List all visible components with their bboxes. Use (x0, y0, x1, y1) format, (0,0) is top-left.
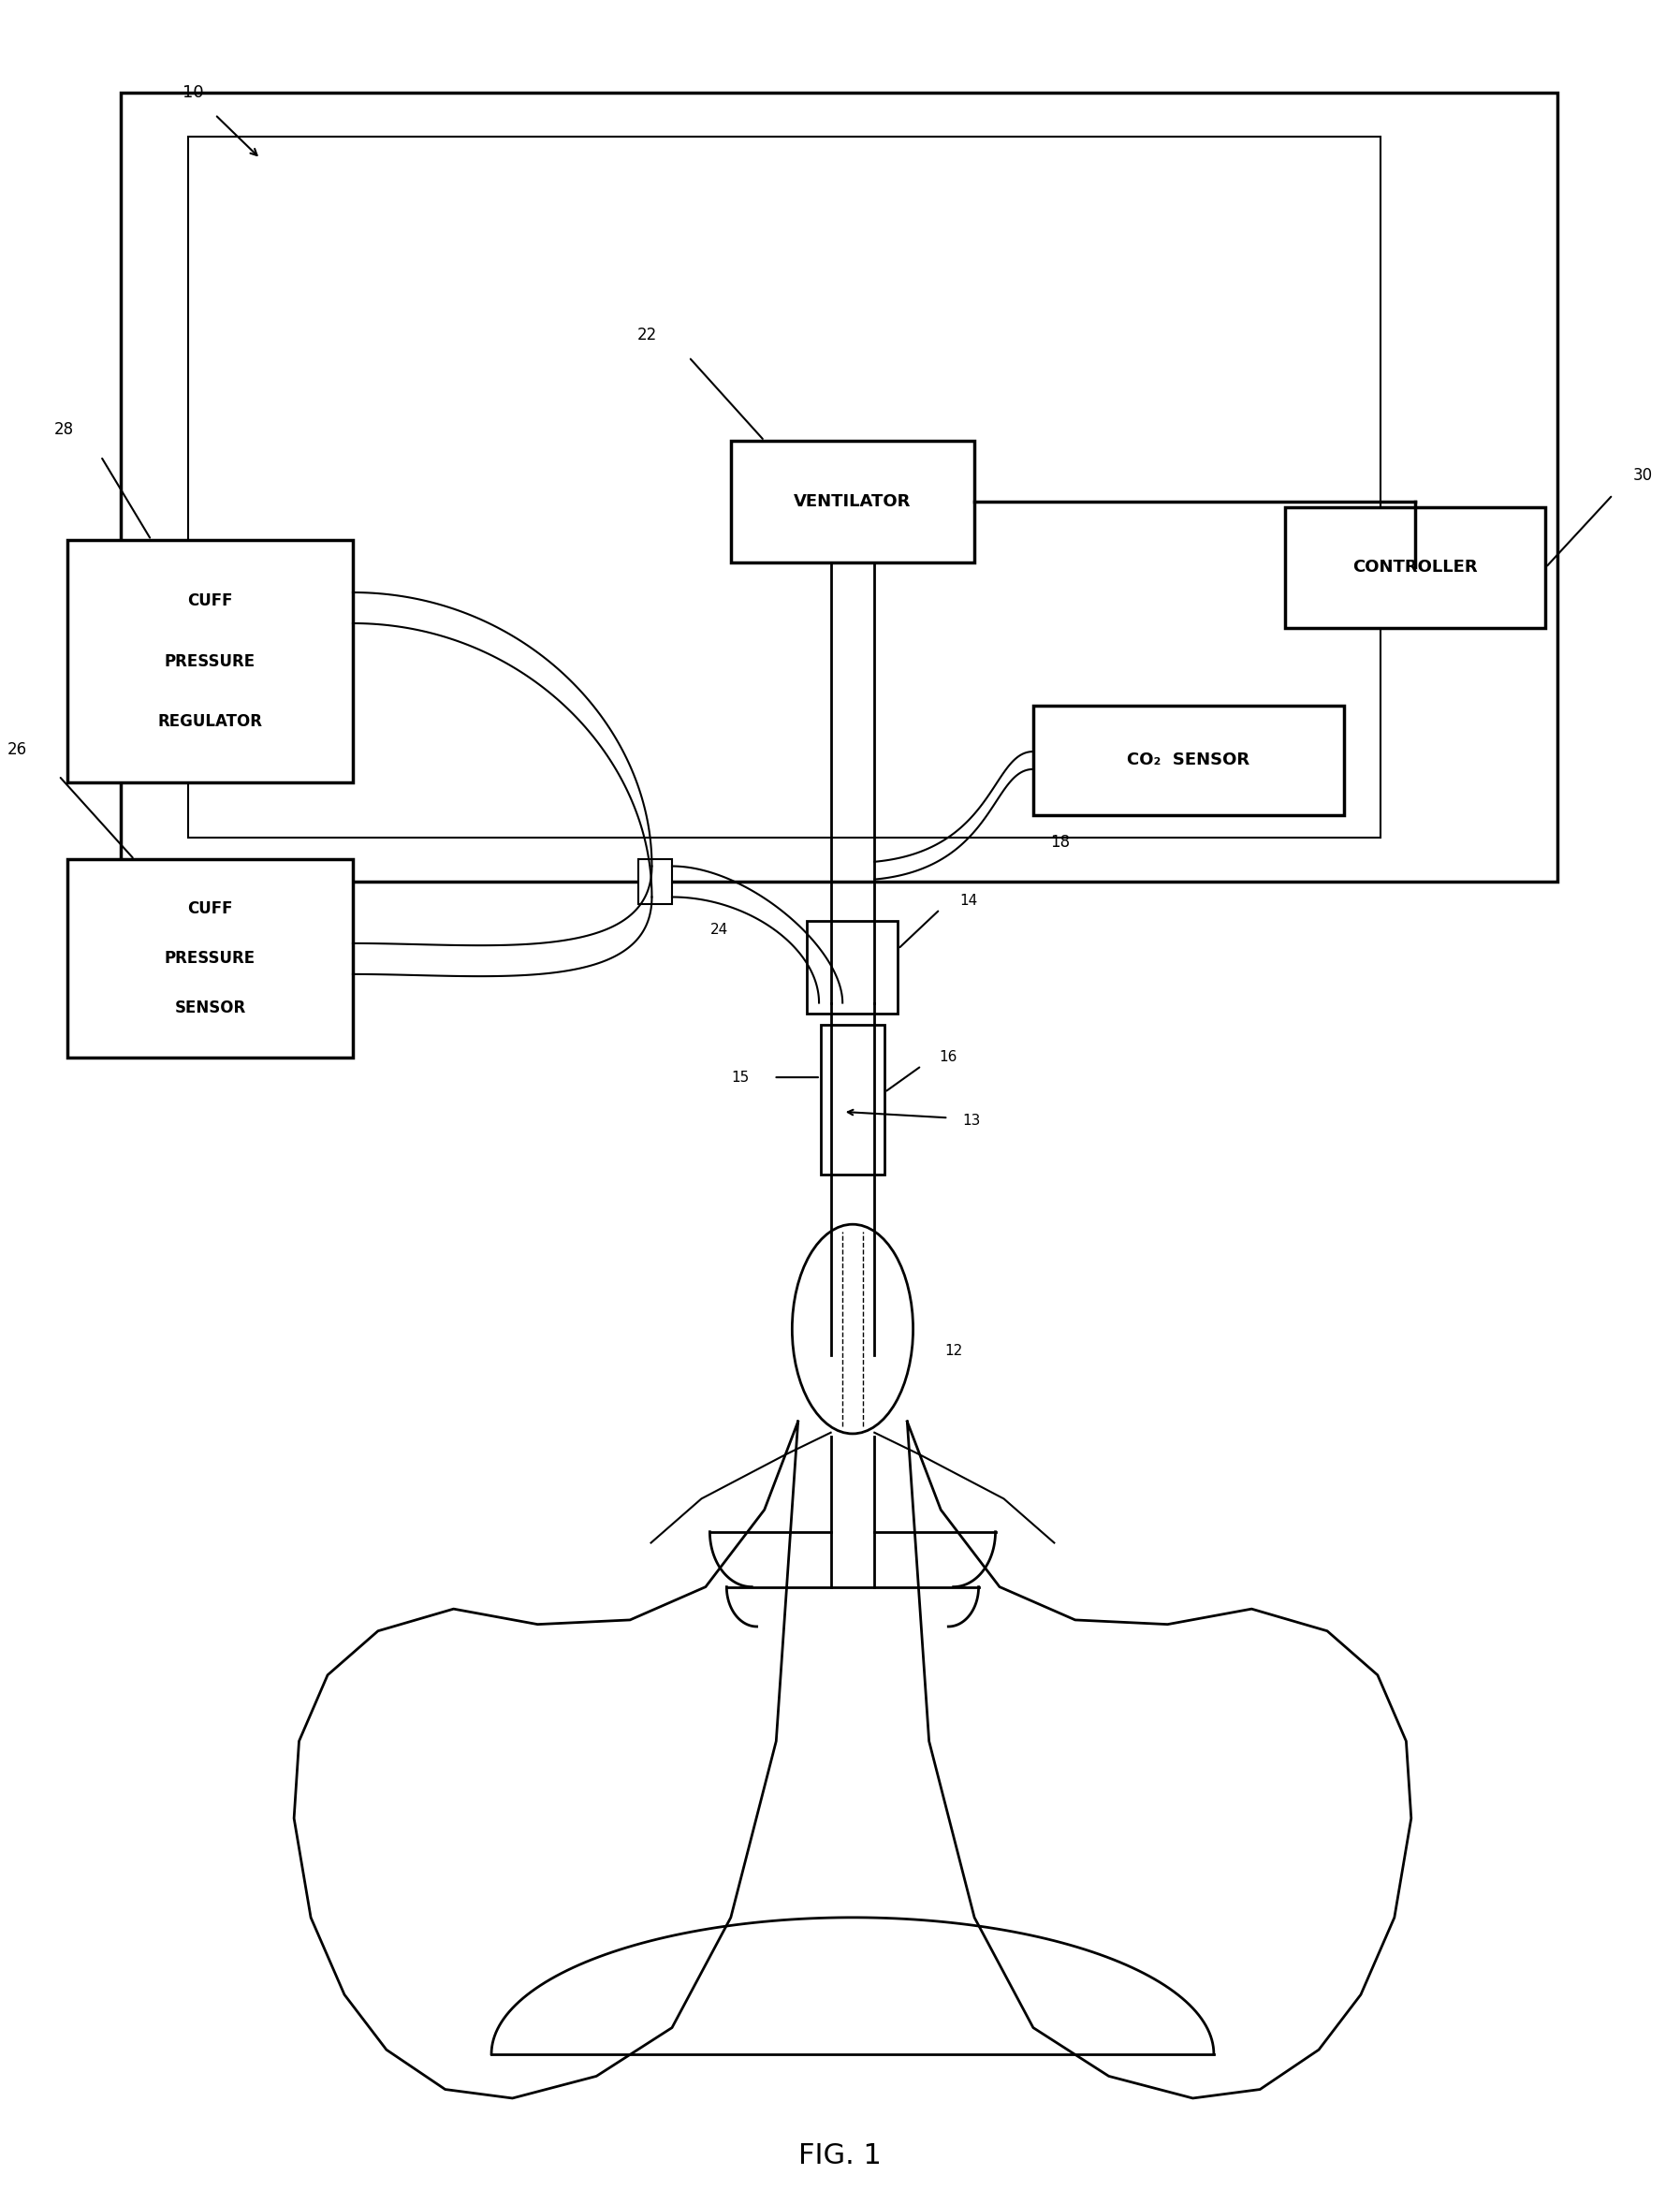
Text: VENTILATOR: VENTILATOR (795, 494, 911, 509)
Text: 12: 12 (944, 1344, 963, 1358)
Text: CONTROLLER: CONTROLLER (1352, 560, 1478, 575)
Text: 16: 16 (939, 1049, 958, 1065)
Text: 28: 28 (54, 421, 74, 439)
FancyBboxPatch shape (1285, 507, 1546, 628)
Text: 10: 10 (183, 84, 203, 101)
Text: 24: 24 (711, 923, 727, 937)
Text: CO₂  SENSOR: CO₂ SENSOR (1127, 752, 1250, 769)
Text: CUFF: CUFF (186, 901, 234, 917)
Text: CUFF: CUFF (186, 593, 234, 608)
FancyBboxPatch shape (67, 540, 353, 782)
Text: 26: 26 (7, 741, 27, 758)
Text: 30: 30 (1633, 467, 1653, 483)
FancyBboxPatch shape (1033, 705, 1344, 815)
Text: 13: 13 (963, 1113, 981, 1128)
Text: PRESSURE: PRESSURE (165, 652, 255, 670)
Text: FIG. 1: FIG. 1 (798, 2142, 882, 2169)
FancyBboxPatch shape (67, 860, 353, 1058)
FancyBboxPatch shape (188, 137, 1381, 838)
Text: PRESSURE: PRESSURE (165, 950, 255, 968)
Text: 14: 14 (959, 893, 978, 908)
Text: 15: 15 (731, 1071, 749, 1084)
Ellipse shape (791, 1225, 914, 1435)
FancyBboxPatch shape (820, 1025, 884, 1175)
Text: SENSOR: SENSOR (175, 1001, 245, 1016)
Text: REGULATOR: REGULATOR (158, 714, 262, 730)
FancyBboxPatch shape (731, 441, 974, 562)
Text: 22: 22 (637, 326, 657, 344)
FancyBboxPatch shape (638, 860, 672, 904)
FancyBboxPatch shape (806, 921, 897, 1014)
Text: 18: 18 (1050, 833, 1070, 851)
FancyBboxPatch shape (121, 93, 1557, 882)
